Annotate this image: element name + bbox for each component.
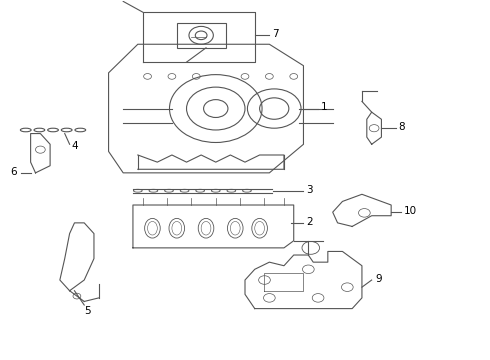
Text: 3: 3 [306, 185, 313, 195]
Text: 7: 7 [272, 29, 278, 39]
Bar [177, 23, 225, 48]
Text: 8: 8 [398, 122, 405, 132]
Text: 6: 6 [10, 167, 17, 177]
Text: 1: 1 [321, 103, 328, 112]
Text: 2: 2 [306, 217, 313, 227]
Text: 4: 4 [71, 141, 78, 151]
Text: 9: 9 [375, 274, 382, 284]
Text: 10: 10 [404, 206, 417, 216]
Text: 5: 5 [84, 306, 91, 316]
